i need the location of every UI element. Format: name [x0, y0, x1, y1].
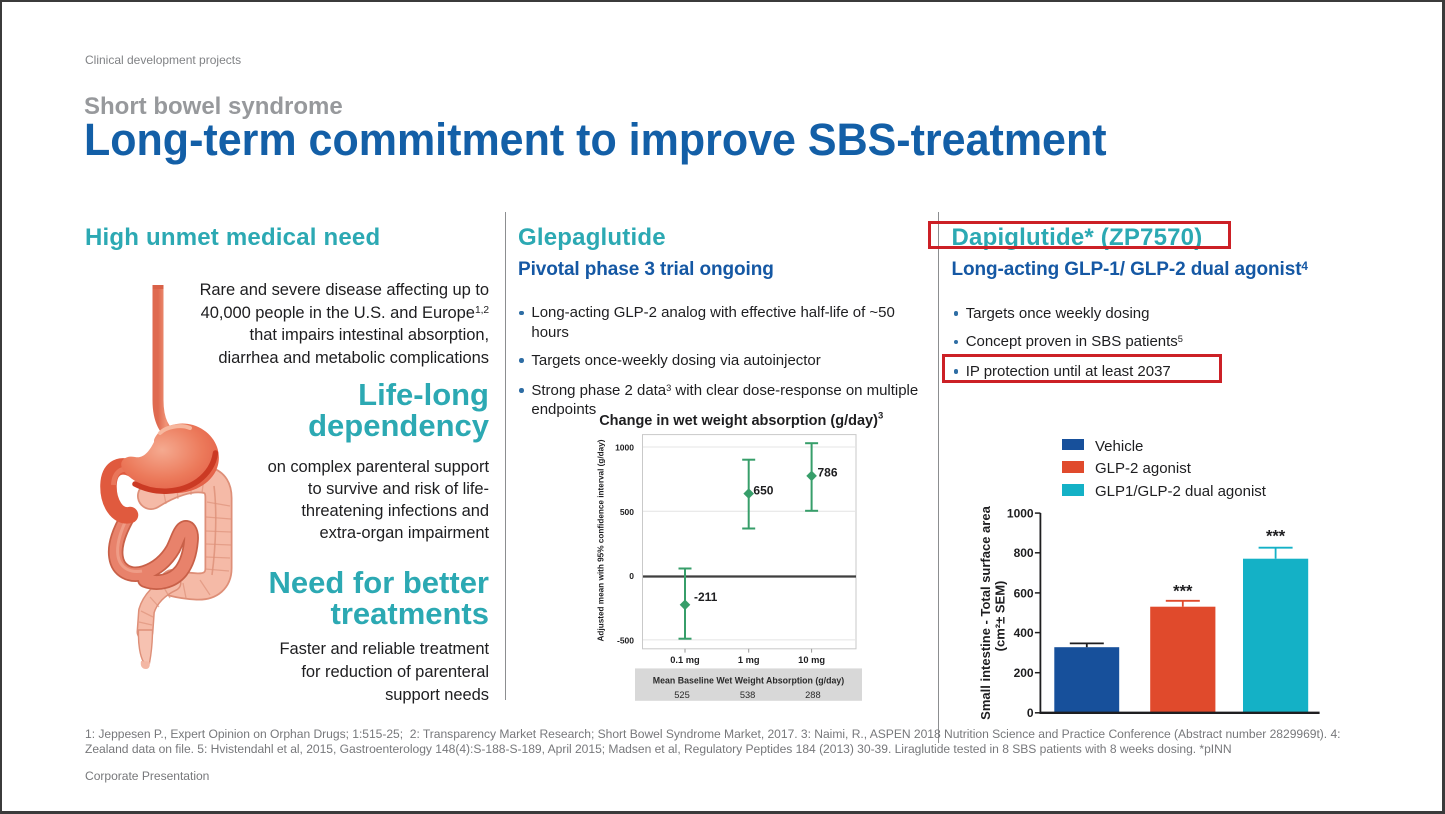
svg-text:Small intestine - Total surfac: Small intestine - Total surface area — [978, 505, 993, 719]
svg-text:288: 288 — [805, 690, 821, 700]
svg-text:600: 600 — [1014, 586, 1034, 600]
svg-text:786: 786 — [818, 466, 838, 480]
svg-text:***: *** — [1173, 583, 1193, 601]
svg-text:Change in wet weight absorptio: Change in wet weight absorption (g/day) — [599, 413, 878, 429]
svg-text:Adjusted mean with 95% confide: Adjusted mean with 95% confidence interv… — [597, 439, 606, 641]
svg-text:0: 0 — [1027, 706, 1034, 720]
svg-text:1000: 1000 — [615, 443, 634, 453]
svg-text:10 mg: 10 mg — [798, 655, 825, 665]
svg-text:650: 650 — [753, 483, 773, 497]
svg-text:800: 800 — [1014, 546, 1034, 560]
svg-text:3: 3 — [878, 411, 883, 422]
svg-text:(cm²± SEM): (cm²± SEM) — [993, 581, 1008, 652]
svg-text:1 mg: 1 mg — [738, 655, 760, 665]
svg-text:-500: -500 — [617, 635, 634, 645]
svg-text:400: 400 — [1014, 626, 1034, 640]
svg-text:500: 500 — [620, 507, 634, 517]
svg-text:200: 200 — [1014, 666, 1034, 680]
svg-text:0.1 mg: 0.1 mg — [670, 655, 700, 665]
svg-text:Mean Baseline Wet Weight Absor: Mean Baseline Wet Weight Absorption (g/d… — [653, 676, 845, 686]
svg-text:525: 525 — [674, 690, 690, 700]
svg-text:538: 538 — [740, 690, 756, 700]
svg-text:0: 0 — [629, 571, 634, 581]
svg-text:***: *** — [1266, 528, 1286, 546]
svg-text:-211: -211 — [694, 590, 718, 604]
svg-text:1000: 1000 — [1007, 507, 1034, 521]
